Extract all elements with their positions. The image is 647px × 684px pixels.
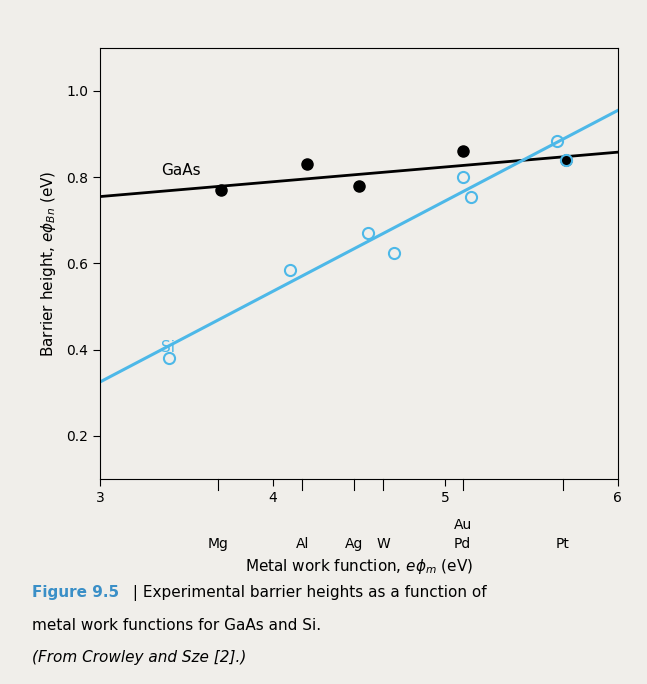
Text: | Experimental barrier heights as a function of: | Experimental barrier heights as a func… [128, 585, 487, 601]
Text: Figure 9.5: Figure 9.5 [32, 585, 120, 600]
Text: Ag: Ag [345, 537, 363, 551]
Text: Pt: Pt [556, 537, 569, 551]
Text: metal work functions for GaAs and Si.: metal work functions for GaAs and Si. [32, 618, 322, 633]
Text: Au: Au [454, 518, 472, 531]
Text: Si: Si [160, 340, 175, 355]
Text: W: W [377, 537, 390, 551]
Text: (From Crowley and Sze [2].): (From Crowley and Sze [2].) [32, 650, 247, 666]
Text: Pd: Pd [454, 537, 471, 551]
Y-axis label: Barrier height, $e\phi_{Bn}$ (eV): Barrier height, $e\phi_{Bn}$ (eV) [39, 170, 58, 356]
Text: Metal work function, $e\phi_m$ (eV): Metal work function, $e\phi_m$ (eV) [245, 557, 473, 577]
Text: Al: Al [296, 537, 309, 551]
Text: Mg: Mg [207, 537, 228, 551]
Text: GaAs: GaAs [160, 163, 201, 179]
